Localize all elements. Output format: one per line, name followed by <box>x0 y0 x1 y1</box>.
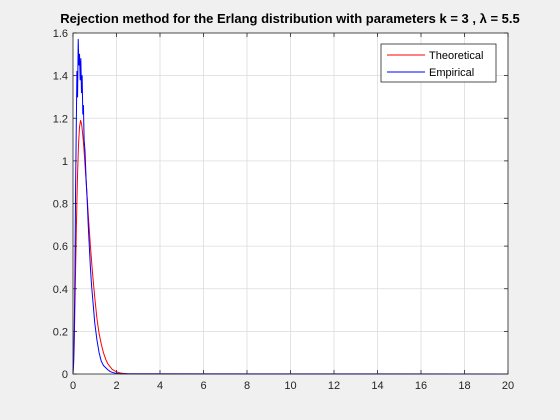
y-tick-label: 0.2 <box>53 326 68 338</box>
y-tick-label: 0.8 <box>53 199 68 211</box>
x-tick-label: 14 <box>371 380 383 392</box>
y-tick-label: 1.4 <box>53 71 68 83</box>
x-tick-label: 16 <box>415 380 427 392</box>
y-tick-label: 1.2 <box>53 113 68 125</box>
x-tick-label: 0 <box>70 380 76 392</box>
series-line-theoretical <box>72 119 509 375</box>
legend[interactable]: Theoretical Empirical <box>380 43 497 83</box>
axis-ticks: 0 2 4 6 8 10 12 14 16 18 20 0 0.2 0.4 0.6 0.8 1 1.2 1.4 1.6 <box>53 28 514 392</box>
series-layer <box>72 38 509 375</box>
x-tick-label: 8 <box>244 380 250 392</box>
y-tick-label: 1 <box>62 156 68 168</box>
y-tick-label: 0 <box>62 369 68 381</box>
y-tick-label: 0.6 <box>53 241 68 253</box>
legend-box <box>380 43 497 83</box>
x-tick-label: 4 <box>157 380 163 392</box>
x-tick-label: 2 <box>113 380 119 392</box>
x-tick-label: 18 <box>458 380 470 392</box>
chart-title: Rejection method for the Erlang distribu… <box>60 11 519 26</box>
x-tick-label: 10 <box>284 380 296 392</box>
y-tick-label: 1.6 <box>53 28 68 40</box>
x-tick-label: 12 <box>328 380 340 392</box>
series-line-empirical <box>72 38 509 375</box>
legend-label-theoretical: Theoretical <box>429 50 483 62</box>
legend-label-empirical: Empirical <box>429 67 474 79</box>
x-tick-label: 20 <box>502 380 514 392</box>
y-tick-label: 0.4 <box>53 284 68 296</box>
x-tick-label: 6 <box>200 380 206 392</box>
